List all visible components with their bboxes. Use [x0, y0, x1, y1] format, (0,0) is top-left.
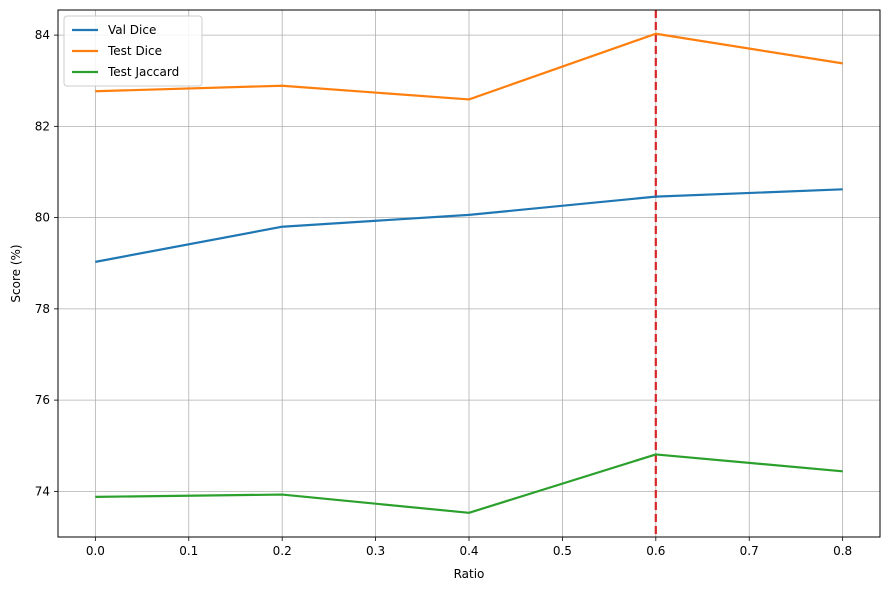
legend-label: Val Dice [108, 23, 156, 37]
x-tick-label: 0.7 [740, 544, 759, 558]
y-tick-label: 80 [35, 211, 50, 225]
series-layer [95, 32, 843, 514]
x-tick-label: 0.4 [459, 544, 478, 558]
x-tick-label: 0.1 [179, 544, 198, 558]
legend-label: Test Dice [107, 44, 162, 58]
y-tick-label: 82 [35, 119, 50, 133]
x-axis-label: Ratio [454, 567, 485, 581]
x-tick-label: 0.6 [646, 544, 665, 558]
x-tick-label: 0.0 [86, 544, 105, 558]
legend-box [63, 15, 203, 87]
y-tick-label: 78 [35, 302, 50, 316]
x-tick-label: 0.5 [553, 544, 572, 558]
y-tick-label: 76 [35, 393, 50, 407]
x-axis-ticks: 0.0 0.1 0.2 0.3 0.4 0.5 0.6 0.7 0.8 [86, 537, 852, 558]
x-tick-label: 0.8 [833, 544, 852, 558]
y-axis-ticks: 74 76 78 80 82 84 [35, 28, 58, 498]
y-axis-label: Score (%) [9, 244, 23, 302]
legend: Val Dice Test Dice Test Jaccard [63, 15, 203, 87]
legend-label: Test Jaccard [107, 65, 179, 79]
x-tick-label: 0.2 [273, 544, 292, 558]
x-tick-label: 0.3 [366, 544, 385, 558]
y-tick-label: 74 [35, 484, 50, 498]
grid [58, 10, 880, 537]
y-tick-label: 84 [35, 28, 50, 42]
